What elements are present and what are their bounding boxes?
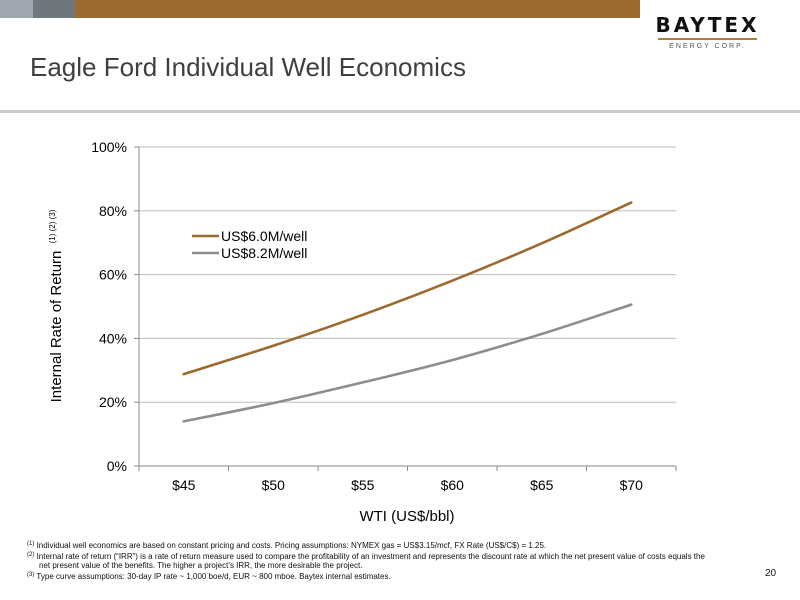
series-line-2 — [182, 303, 633, 423]
x-tick-label: $60 — [441, 477, 465, 493]
logo-subtitle: ENERGY CORP. — [669, 43, 746, 50]
footnote-marker: (2) — [27, 551, 35, 558]
footnotes: (1) Individual well economics are based … — [27, 540, 787, 581]
footnote-1: (1) Individual well economics are based … — [27, 540, 787, 551]
chart-series — [182, 201, 633, 423]
slide-title: Eagle Ford Individual Well Economics — [30, 52, 466, 82]
y-tick-label: 0% — [107, 458, 127, 474]
legend-label-1: US$6.0M/well — [221, 228, 307, 244]
y-axis-label-main: Internal Rate of Return — [48, 251, 65, 403]
y-tick-label: 80% — [99, 203, 127, 219]
x-tick-label: $45 — [172, 477, 196, 493]
title-divider — [0, 110, 800, 113]
chart-gridlines — [139, 146, 676, 403]
footnote-2-continuation: net present value of the benefits. The h… — [39, 561, 363, 571]
page-number: 20 — [765, 568, 777, 579]
y-tick-label: 60% — [99, 267, 127, 283]
y-tick-labels: 0% 20% 40% 60% 80% 100% — [91, 139, 127, 474]
x-tick-label: $65 — [530, 477, 554, 493]
footnote-text: Type curve assumptions: 30-day IP rate ~… — [36, 571, 391, 581]
x-tick-labels: $45 $50 $55 $60 $65 $70 — [172, 477, 643, 493]
x-axis-label: WTI (US$/bbl) — [359, 508, 454, 525]
footnote-marker: (3) — [27, 571, 35, 578]
footnote-text: Individual well economics are based on c… — [36, 541, 547, 550]
y-tick-label: 40% — [99, 330, 127, 346]
y-axis-label: Internal Rate of Return (1) (2) (3) — [48, 209, 65, 402]
series-line-1 — [182, 201, 633, 376]
logo-brand: BAYTEX — [655, 13, 760, 37]
footnote-marker: (1) — [27, 541, 35, 547]
x-tick-label: $70 — [620, 477, 644, 493]
x-tick-label: $50 — [262, 477, 286, 493]
logo-rule — [658, 38, 757, 40]
top-bar-segment-light — [0, 0, 33, 18]
footnote-2: (2) Internal rate of return (“IRR”) is a… — [27, 551, 787, 562]
y-axis-label-superscripts: (1) (2) (3) — [48, 209, 57, 243]
y-tick-label: 100% — [91, 139, 127, 155]
footnote-text: Internal rate of return (“IRR”) is a rat… — [36, 551, 705, 561]
company-logo: BAYTEX ENERGY CORP. — [650, 14, 765, 50]
top-bar-segment-dark — [33, 0, 75, 18]
footnote-3: (3) Type curve assumptions: 30-day IP ra… — [27, 571, 787, 582]
top-color-bar — [0, 0, 640, 18]
legend-label-2: US$8.2M/well — [221, 245, 307, 261]
chart-axes — [134, 146, 677, 471]
y-tick-label: 20% — [99, 394, 127, 410]
x-tick-label: $55 — [351, 477, 375, 493]
top-bar-segment-brown — [75, 0, 640, 18]
